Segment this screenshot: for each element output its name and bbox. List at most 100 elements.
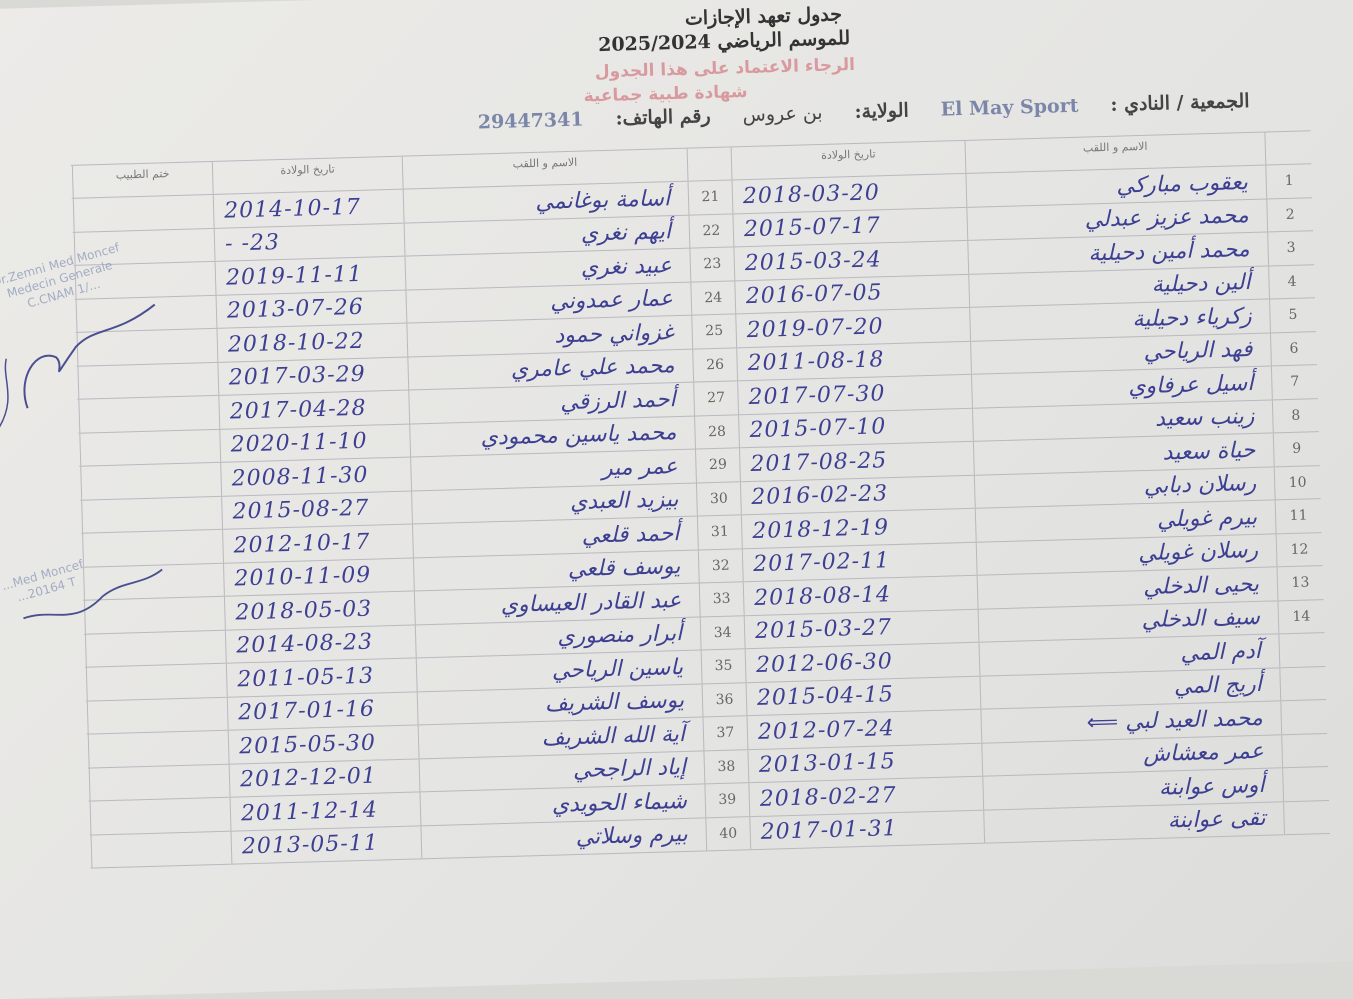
birth-date: 2018-05-03 — [223, 591, 415, 630]
doctor-signature-2 — [23, 568, 163, 620]
right-num — [1280, 700, 1328, 734]
birth-date: 2013-07-26 — [215, 290, 407, 328]
club-value: El May Sport — [940, 94, 1079, 121]
right-num — [1279, 666, 1327, 701]
license-table: الاسم و اللقب تاريخ الولادة الاسم و اللق… — [70, 130, 1330, 869]
birth-date: 2017-02-11 — [741, 542, 977, 582]
player-name: تقى عوابنة — [983, 801, 1284, 843]
birth-date: 2017-03-29 — [217, 357, 409, 395]
left-num: 21 — [687, 180, 733, 215]
left-num: 31 — [696, 515, 742, 550]
player-name: بيرم وسلاتي — [420, 817, 707, 859]
left-num: 37 — [702, 716, 748, 750]
left-num: 36 — [701, 682, 747, 717]
birth-date: 2018-12-19 — [740, 508, 976, 548]
left-num: 39 — [704, 783, 750, 817]
right-num — [1281, 733, 1329, 768]
birth-date: 2013-01-15 — [747, 743, 983, 783]
right-num — [1278, 633, 1326, 667]
left-num: 28 — [694, 414, 739, 449]
header-date-right: تاريخ الولادة — [730, 140, 966, 180]
birth-date: 2019-07-20 — [735, 307, 971, 347]
birth-date: 2015-03-27 — [743, 609, 979, 649]
birth-date: 2016-07-05 — [734, 274, 970, 314]
birth-date: 2017-01-16 — [226, 691, 418, 730]
birth-date: 2017-07-30 — [737, 374, 972, 414]
birth-date: 2011-08-18 — [736, 341, 972, 381]
doctor-stamp-cell — [72, 194, 214, 232]
birth-date: 2020-11-10 — [219, 424, 411, 462]
birth-date: 2011-12-14 — [229, 792, 421, 831]
doctor-stamp-cell — [85, 663, 227, 701]
birth-date: 2014-08-23 — [224, 624, 416, 663]
birth-date: 2012-12-01 — [228, 758, 420, 797]
right-num: 6 — [1269, 331, 1317, 366]
right-num: 14 — [1277, 599, 1325, 634]
right-num — [1282, 767, 1330, 801]
birth-date: 2018-03-20 — [731, 173, 967, 213]
header-date-left: تاريخ الولادة — [211, 156, 403, 194]
left-num: 24 — [690, 280, 736, 315]
doctor-signature — [0, 303, 156, 430]
left-num: 26 — [692, 347, 738, 382]
birth-date: 2017-04-28 — [218, 390, 410, 429]
birth-date: 2017-08-25 — [738, 441, 974, 481]
birth-date: 2014-10-17 — [212, 189, 404, 228]
birth-date: 2008-11-30 — [220, 457, 412, 496]
left-num: 34 — [699, 615, 745, 650]
birth-date: 2019-11-11 — [214, 256, 406, 295]
doctor-stamp-cell — [81, 496, 223, 533]
birth-date: 2012-06-30 — [744, 642, 980, 682]
state-value: بن عروس — [742, 101, 823, 127]
birth-date: 2016-02-23 — [739, 475, 975, 515]
birth-date: 2015-03-24 — [733, 240, 969, 280]
right-num: 3 — [1267, 231, 1315, 265]
birth-date: 2015-04-15 — [745, 676, 981, 716]
phone-value: 29447341 — [477, 108, 584, 134]
doctor-stamp-cell — [86, 697, 228, 734]
doctor-stamp-cell — [90, 831, 232, 868]
birth-date: 2011-05-13 — [225, 658, 417, 697]
right-num: 11 — [1274, 499, 1322, 533]
birth-date: 2015-05-30 — [227, 725, 419, 764]
left-num: 25 — [691, 314, 737, 349]
header-num — [1264, 131, 1312, 165]
left-num: 29 — [695, 448, 740, 483]
club-label: الجمعية / النادي : — [1110, 89, 1250, 116]
right-num: 1 — [1265, 164, 1313, 199]
doctor-stamp-cell — [89, 797, 231, 835]
birth-date: 2017-01-31 — [749, 810, 985, 850]
left-num: 22 — [688, 213, 734, 248]
right-num — [1283, 800, 1330, 835]
header-doctor-stamp: ختم الطبيب — [71, 161, 213, 198]
state-label: الولاية: — [854, 99, 910, 123]
left-num: 33 — [698, 582, 744, 617]
birth-date: 2018-02-27 — [748, 776, 984, 816]
doctor-stamp-cell — [82, 529, 223, 567]
left-num: 40 — [705, 816, 751, 851]
right-num: 4 — [1268, 264, 1316, 299]
right-num: 8 — [1271, 398, 1319, 433]
left-num: 30 — [695, 481, 741, 516]
left-num: 32 — [697, 548, 743, 583]
birth-date: 2015-07-10 — [738, 408, 973, 448]
birth-date: 2015-07-17 — [732, 207, 968, 247]
right-num: 13 — [1276, 566, 1324, 600]
right-num: 5 — [1269, 298, 1316, 332]
birth-date: 2012-07-24 — [746, 709, 982, 749]
left-num: 38 — [703, 749, 749, 784]
left-num: 27 — [693, 381, 739, 416]
doctor-stamp-cell — [87, 730, 229, 768]
doctor-stamp-cell — [88, 764, 230, 801]
birth-date: 2013-05-11 — [230, 825, 422, 864]
header-num-left — [686, 147, 732, 181]
birth-date: 2010-11-09 — [223, 557, 414, 596]
birth-date: 2015-08-27 — [221, 491, 412, 529]
phone-label: رقم الهاتف: — [615, 105, 711, 130]
right-num: 9 — [1272, 432, 1320, 466]
birth-date: 2012-10-17 — [222, 524, 413, 563]
left-num: 35 — [700, 649, 746, 683]
right-num: 10 — [1273, 465, 1321, 500]
birth-date: 2018-10-22 — [216, 323, 408, 362]
